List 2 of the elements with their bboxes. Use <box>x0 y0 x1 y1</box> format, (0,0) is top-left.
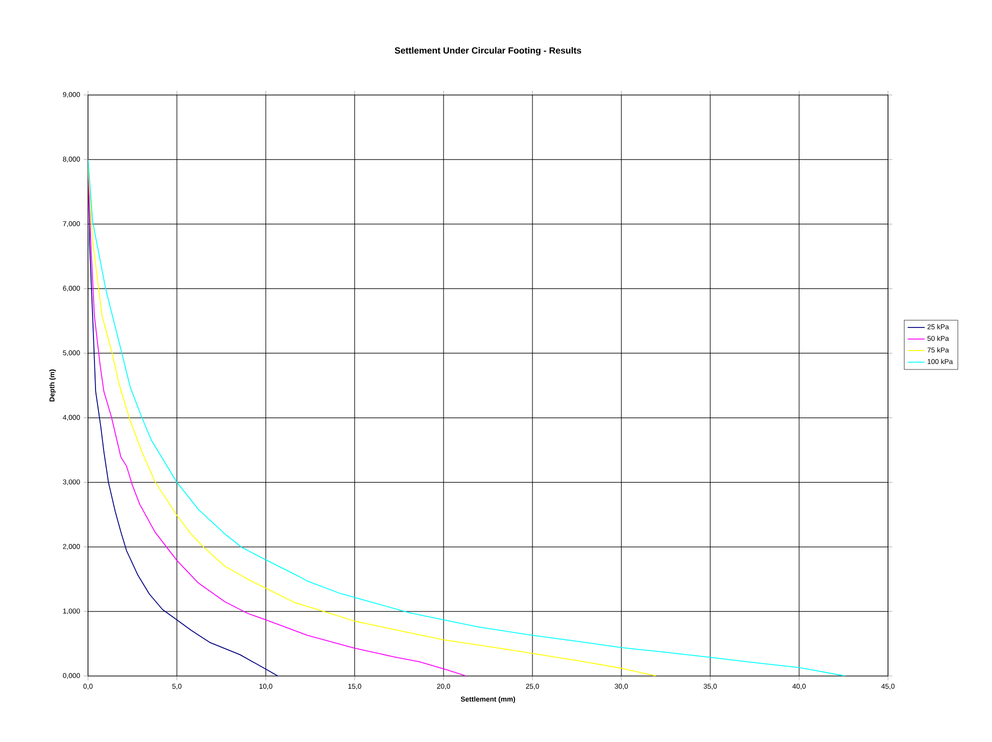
chart-title: Settlement Under Circular Footing - Results <box>394 47 582 56</box>
line-series <box>88 159 846 676</box>
